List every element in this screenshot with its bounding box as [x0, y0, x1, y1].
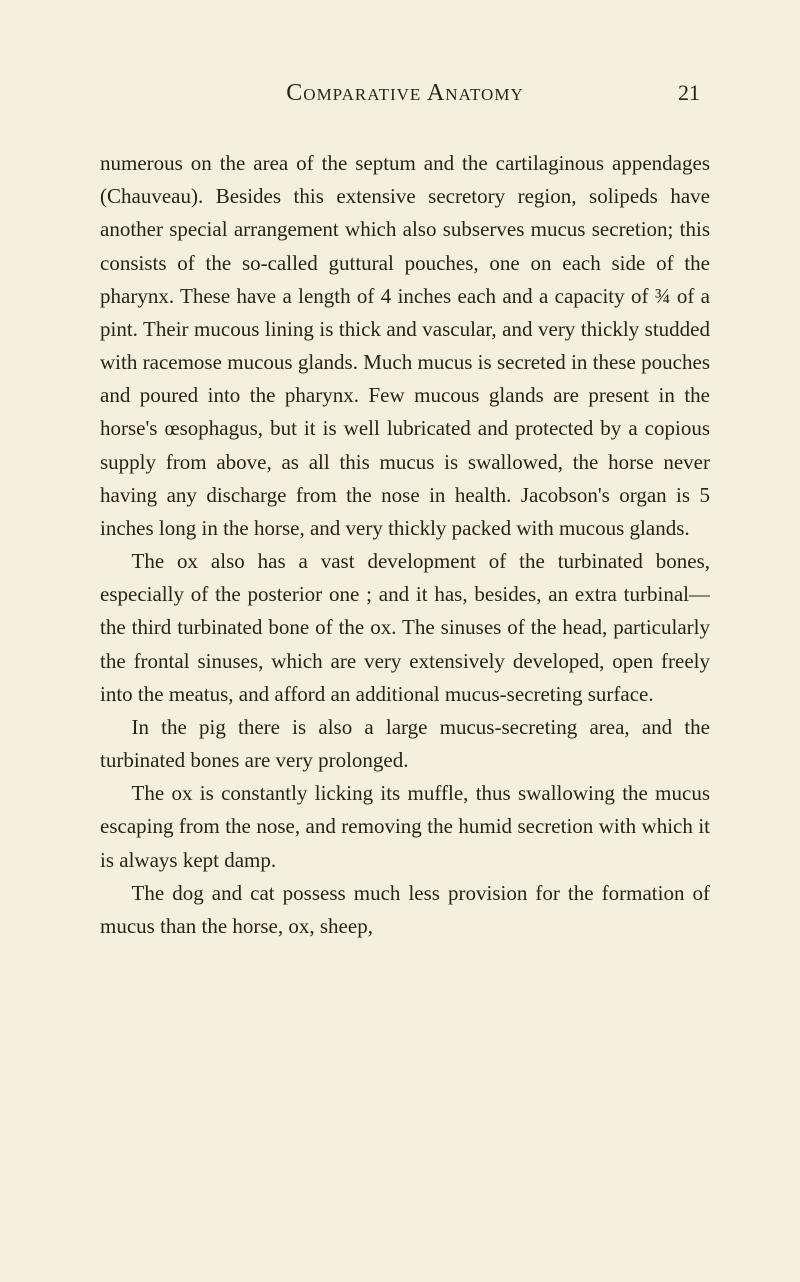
page-header: Comparative Anatomy 21 — [100, 80, 710, 107]
running-title: Comparative Anatomy — [150, 80, 660, 107]
paragraph: numerous on the area of the septum and t… — [100, 147, 710, 545]
paragraph: The ox also has a vast development of th… — [100, 545, 710, 711]
paragraph: The dog and cat possess much less provis… — [100, 877, 710, 943]
body-text: numerous on the area of the septum and t… — [100, 147, 710, 943]
paragraph: In the pig there is also a large mucus-s… — [100, 711, 710, 777]
paragraph: The ox is constantly licking its muffle,… — [100, 777, 710, 877]
page-number: 21 — [660, 80, 700, 106]
